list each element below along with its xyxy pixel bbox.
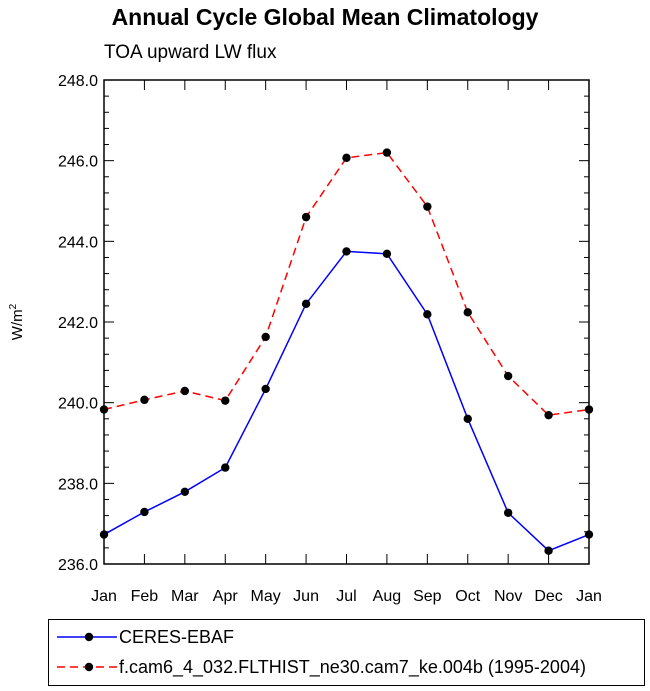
data-point-0 [99,530,109,539]
y-tick-label: 236.0 [58,557,98,574]
y-tick-label: 238.0 [58,476,98,493]
data-point-0 [423,310,432,319]
data-point-1 [301,212,311,222]
data-point-0 [382,249,392,259]
legend-swatch-model [57,662,117,672]
x-tick-label: Sep [413,588,442,605]
data-point-0 [140,507,149,517]
y-tick-label: 240.0 [58,396,98,413]
x-tick-label: May [251,588,281,605]
y-tick-label: 244.0 [58,234,98,251]
x-tick-label: Jan [91,588,117,605]
x-tick-label: Jan [576,588,602,605]
x-tick-label: Apr [213,588,239,605]
series-line-0 [103,250,590,552]
legend-item-model: f.cam6_4_032.FLTHIST_ne30.cam7_ke.004b (… [49,653,644,683]
plot-frame [103,79,590,565]
data-point-0 [342,247,351,256]
data-point-0 [544,546,553,555]
chart-title: Annual Cycle Global Mean Climatology [111,4,539,30]
data-point-0 [584,530,594,539]
y-tick-label: 246.0 [58,154,98,171]
data-point-1 [140,395,149,405]
y-tick-label: 248.0 [58,73,98,90]
data-point-0 [503,508,513,517]
x-tick-label: Feb [131,588,159,605]
x-tick-label: Jul [336,588,356,605]
chart-plot: 236.0 238.0 240.0 242.0 244.0 246.0 248.0 Jan Fe… [8,73,602,605]
x-tick-label: Jun [293,588,319,605]
legend-swatch-ceres [57,632,117,642]
data-point-1 [221,396,230,405]
data-point-1 [261,332,270,342]
series-line-1 [103,151,590,416]
x-tick-label: Mar [171,588,199,605]
x-tick-label: Dec [534,588,562,605]
data-point-0 [261,384,270,394]
y-tick-label: 242.0 [58,315,98,332]
data-point-1 [423,202,432,211]
legend-label-model: f.cam6_4_032.FLTHIST_ne30.cam7_ke.004b (… [119,657,586,677]
y-axis-label: W/m2 [8,303,26,340]
data-point-0 [463,414,472,423]
data-point-1 [382,148,392,157]
legend-item-ceres: CERES-EBAF [49,623,644,653]
chart-legend: CERES-EBAF f.cam6_4_032.FLTHIST_ne30.cam… [48,619,645,686]
data-point-0 [180,487,190,497]
x-tick-label: Nov [494,588,522,605]
data-point-1 [99,405,109,414]
legend-label-ceres: CERES-EBAF [119,627,235,647]
data-point-0 [301,299,311,309]
chart-subtitle: TOA upward LW flux [104,42,277,63]
data-point-1 [180,386,190,396]
x-tick-label: Oct [455,588,480,605]
data-point-1 [503,371,513,381]
data-point-1 [342,153,351,163]
data-point-1 [463,308,472,317]
x-tick-label: Aug [373,588,401,605]
data-point-1 [544,410,553,420]
data-point-1 [584,405,594,414]
data-point-0 [221,463,230,472]
